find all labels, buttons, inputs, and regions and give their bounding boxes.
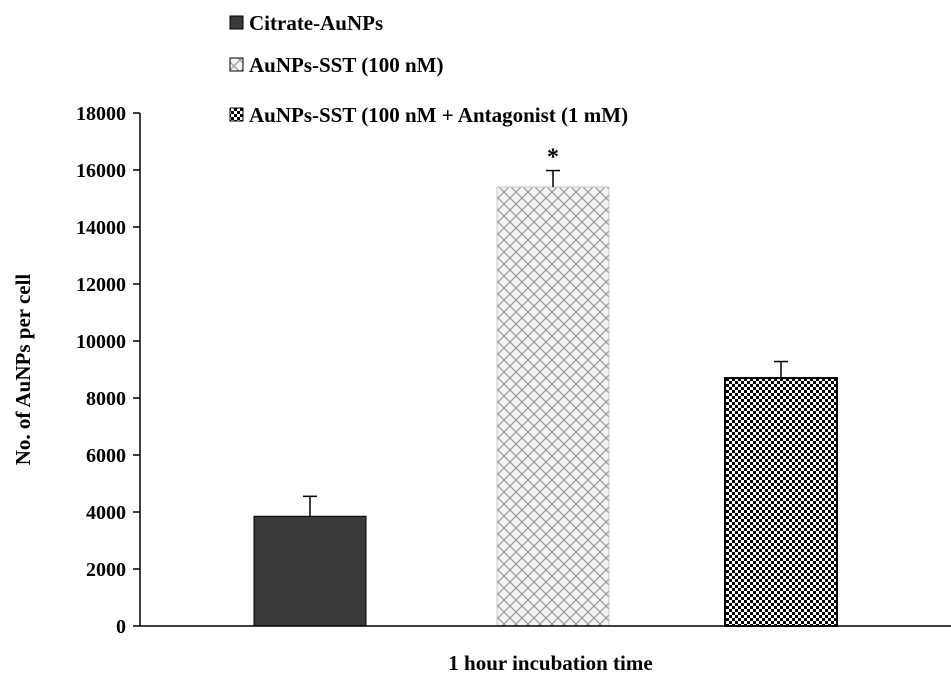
legend-label: AuNPs-SST (100 nM + Antagonist (1 mM) <box>249 103 628 127</box>
legend-swatch <box>229 107 244 122</box>
legend-swatch <box>229 57 244 72</box>
significance-marker: * <box>547 145 559 171</box>
annotations: * <box>547 145 559 171</box>
y-tick-label: 6000 <box>86 445 126 467</box>
bar <box>253 515 367 627</box>
bar <box>724 377 838 627</box>
y-tick-label: 0 <box>116 616 126 638</box>
y-tick-label: 16000 <box>76 160 126 182</box>
y-tick-label: 10000 <box>76 331 126 353</box>
bars <box>253 186 838 627</box>
y-tick-label: 4000 <box>86 502 126 524</box>
legend-label: Citrate-AuNPs <box>249 11 383 35</box>
y-tick-label: 8000 <box>86 388 126 410</box>
legend-swatch <box>229 15 244 30</box>
y-tick-label: 12000 <box>76 274 126 296</box>
legend-label: AuNPs-SST (100 nM) <box>249 53 443 77</box>
error-bars <box>303 169 788 517</box>
y-tick-label: 18000 <box>76 103 126 125</box>
bar <box>496 186 610 627</box>
x-axis-label: 1 hour incubation time <box>448 651 652 675</box>
y-tick-label: 14000 <box>76 217 126 239</box>
y-axis-ticks: 0 2000 4000 6000 8000 10000 12000 14000 16000 180… <box>76 103 140 638</box>
legend: Citrate-AuNPs AuNPs-SST (100 nM) AuNPs-SST… <box>229 11 628 127</box>
y-tick-label: 2000 <box>86 559 126 581</box>
y-axis-label: No. of AuNPs per cell <box>11 274 35 466</box>
